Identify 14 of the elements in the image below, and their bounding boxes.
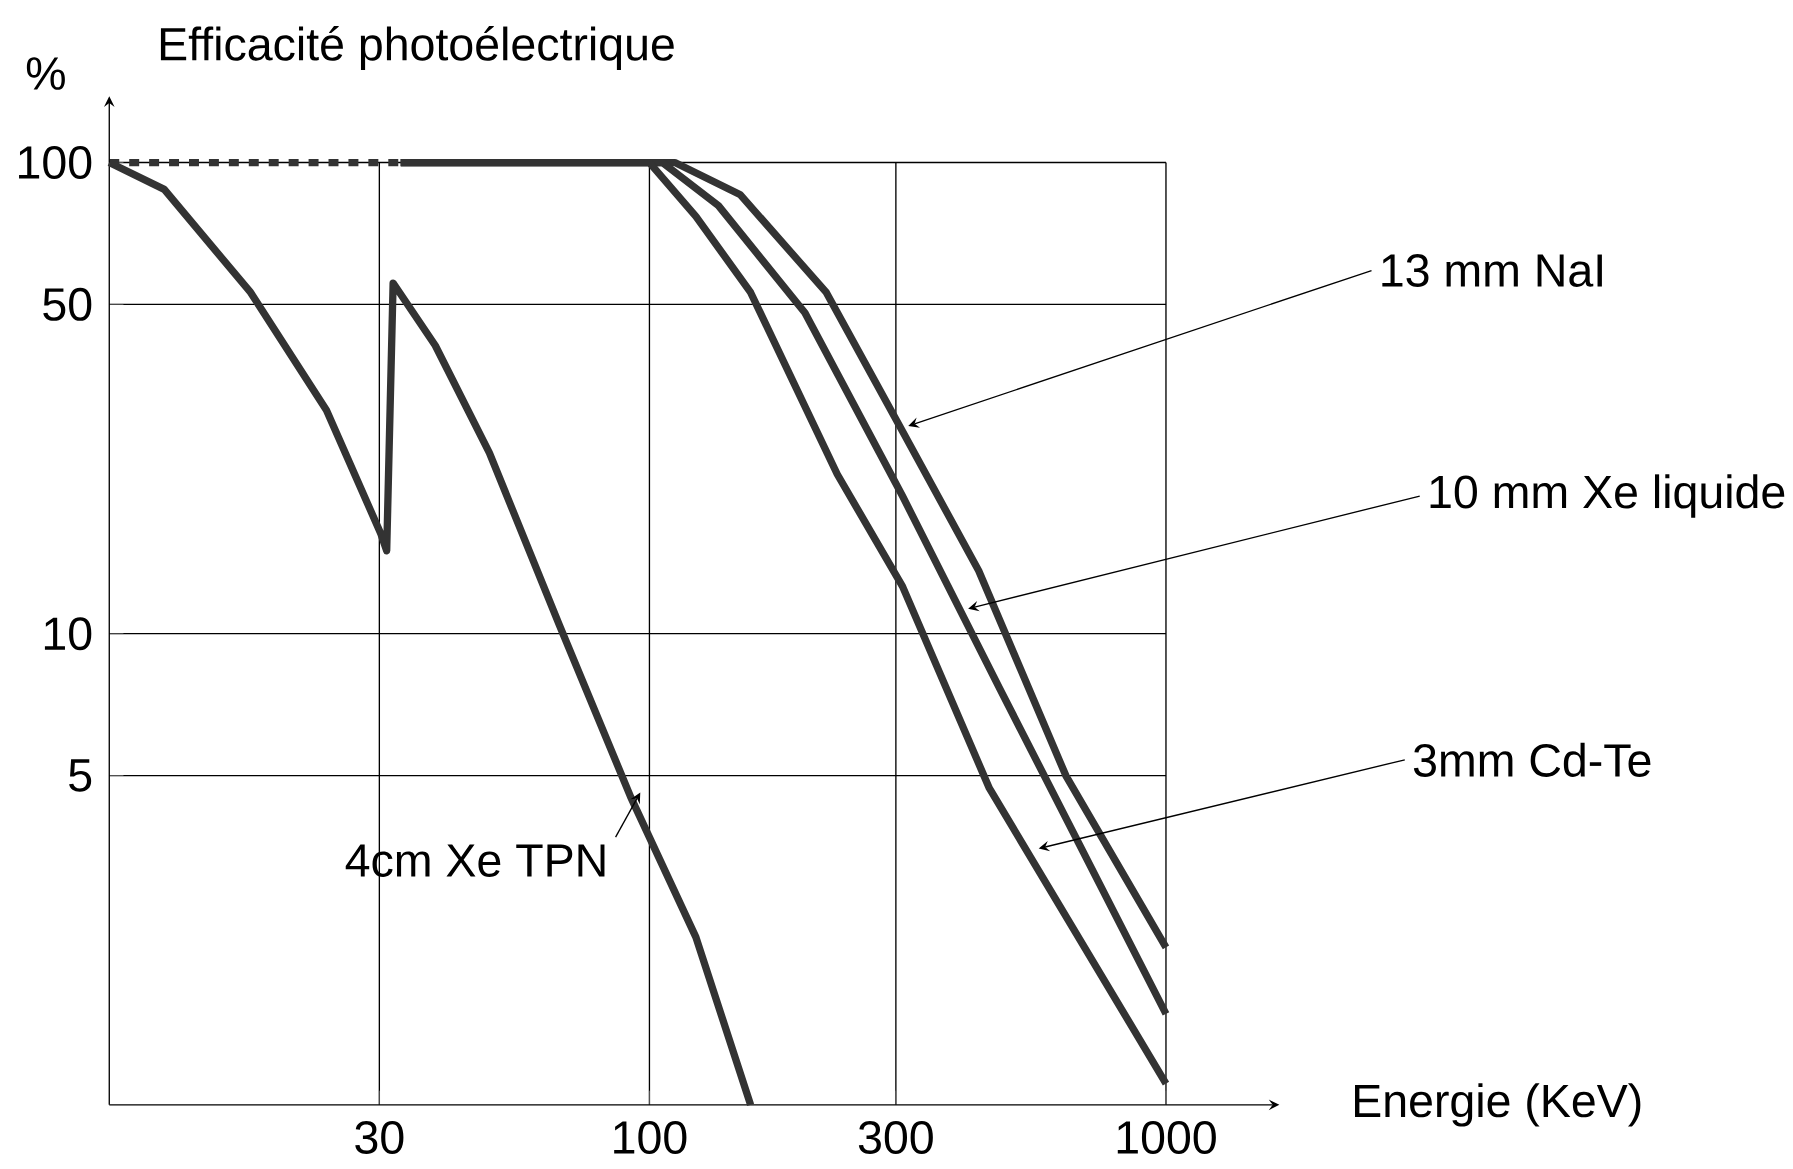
y-tick-label: 100 [19, 145, 92, 179]
y-tick-label: 50 [43, 287, 92, 321]
text: 13 mm NaI [1382, 253, 1602, 287]
y-tick-label: 5 [69, 759, 92, 792]
y-tick-label: 10 [44, 616, 92, 650]
x-tick-label: 100 [614, 1120, 687, 1154]
y-axis-title: % [26, 57, 65, 90]
text: 10 mm Xe liquide [1430, 474, 1785, 518]
text: 3mm Cd-Te [1413, 742, 1651, 777]
x-axis-title: Energie (KeV) [1355, 1082, 1641, 1127]
chart-title: Efficacité photoélectrique [160, 25, 674, 70]
x-tick-label: 300 [858, 1120, 933, 1154]
x-tick-label: 1000 [1117, 1120, 1216, 1154]
x-tick-label: 30 [355, 1120, 404, 1154]
